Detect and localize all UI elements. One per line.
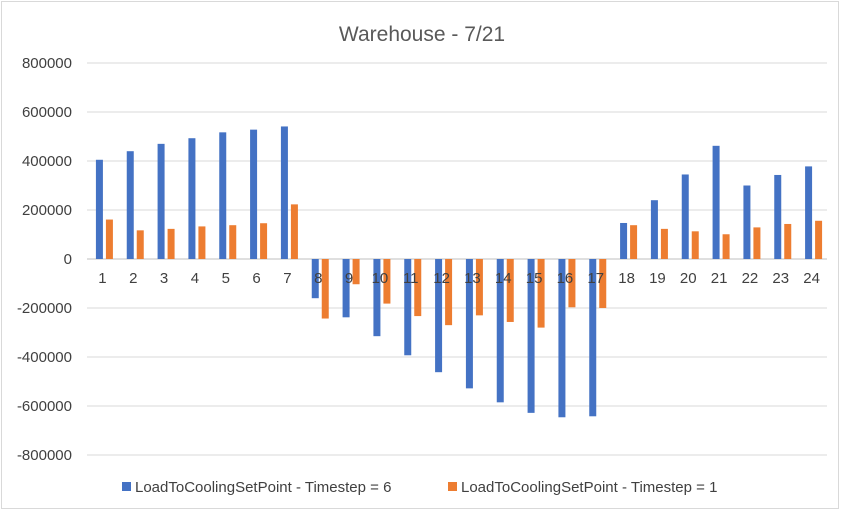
y-axis-ticks: 800000 600000 400000 200000 0 -200000 -400000 -… [17, 55, 72, 464]
bar-series2-12 [445, 259, 453, 326]
bar-series1-8 [311, 259, 319, 299]
bar-series2-18 [630, 225, 638, 259]
bar-series2-24 [815, 220, 823, 259]
y-tick-label: -400000 [17, 349, 72, 366]
bar-series2-6 [260, 223, 268, 259]
bar-series2-10 [383, 259, 391, 304]
x-tick-label: 12 [433, 270, 450, 287]
y-tick-label: 200000 [22, 202, 72, 219]
bar-series2-7 [290, 204, 298, 259]
bar-series2-23 [784, 223, 792, 259]
legend-label: LoadToCoolingSetPoint - Timestep = 6 [135, 479, 391, 496]
x-tick-label: 8 [314, 270, 322, 287]
bar-series1-13 [465, 259, 473, 389]
legend-swatch [448, 482, 457, 491]
bar-series2-22 [753, 227, 761, 259]
x-tick-label: 9 [345, 270, 353, 287]
bar-series2-11 [414, 259, 422, 317]
bar-series1-21 [712, 145, 720, 259]
x-tick-label: 6 [252, 270, 260, 287]
legend-swatch [122, 482, 131, 491]
bar-series2-13 [475, 259, 483, 316]
bar-series2-8 [321, 259, 329, 319]
y-tick-label: 800000 [22, 55, 72, 72]
x-tick-label: 23 [772, 270, 789, 287]
legend-item-2: LoadToCoolingSetPoint - Timestep = 1 [448, 479, 717, 496]
bar-series2-20 [691, 231, 699, 259]
bar-series1-7 [280, 126, 288, 259]
x-tick-label: 22 [742, 270, 759, 287]
bar-series1-11 [404, 259, 412, 356]
x-tick-label: 1 [98, 270, 106, 287]
x-tick-label: 4 [191, 270, 199, 287]
x-tick-label: 10 [372, 270, 389, 287]
x-tick-label: 11 [403, 270, 419, 287]
x-tick-label: 20 [680, 270, 697, 287]
bar-series1-16 [558, 259, 566, 418]
y-tick-label: 400000 [22, 153, 72, 170]
bars [95, 126, 823, 418]
bar-series1-4 [188, 138, 196, 259]
bar-series1-15 [527, 259, 535, 413]
bar-series2-1 [105, 219, 113, 259]
x-tick-label: 24 [803, 270, 820, 287]
bar-series1-1 [95, 159, 103, 259]
bar-series1-19 [650, 200, 658, 259]
legend-item-1: LoadToCoolingSetPoint - Timestep = 6 [122, 479, 391, 496]
x-axis-ticks: 1 2 3 4 5 6 7 8 9 10 11 12 13 14 15 16 17 18 19 20 21 22 23 24 [98, 270, 820, 287]
bar-series2-19 [660, 228, 668, 259]
bar-series2-17 [599, 259, 607, 308]
bar-series2-3 [167, 228, 175, 259]
bar-series1-12 [435, 259, 443, 373]
bar-series1-18 [620, 222, 628, 259]
x-tick-label: 5 [222, 270, 230, 287]
bar-series2-2 [136, 230, 144, 259]
y-tick-label: -800000 [17, 447, 72, 464]
bar-series1-9 [342, 259, 350, 318]
x-tick-label: 21 [711, 270, 728, 287]
gridlines [87, 62, 827, 456]
x-tick-label: 18 [618, 270, 635, 287]
bar-series2-15 [537, 259, 545, 328]
x-tick-label: 17 [587, 270, 604, 287]
y-tick-label: -600000 [17, 398, 72, 415]
x-tick-label: 2 [129, 270, 137, 287]
x-tick-label: 7 [283, 270, 291, 287]
x-tick-label: 16 [557, 270, 574, 287]
bar-series1-20 [681, 174, 689, 259]
bar-series1-10 [373, 259, 381, 337]
bar-series2-16 [568, 259, 576, 308]
y-tick-label: 600000 [22, 104, 72, 121]
bar-series2-9 [352, 259, 360, 285]
bar-series1-23 [774, 174, 782, 259]
y-tick-label: -200000 [17, 300, 72, 317]
y-tick-label: 0 [64, 251, 72, 268]
bar-series1-2 [126, 151, 134, 259]
x-tick-label: 13 [464, 270, 481, 287]
legend: LoadToCoolingSetPoint - Timestep = 6 Load… [122, 479, 717, 496]
x-tick-label: 19 [649, 270, 666, 287]
x-tick-label: 15 [526, 270, 543, 287]
bar-series1-22 [743, 185, 751, 259]
bar-series2-14 [506, 259, 514, 322]
bar-series1-5 [219, 132, 227, 259]
bar-series2-4 [198, 226, 206, 259]
x-tick-label: 14 [495, 270, 512, 287]
bar-series1-3 [157, 143, 165, 259]
bar-series1-24 [805, 166, 813, 259]
bar-series2-21 [722, 234, 730, 259]
bar-series2-5 [229, 225, 237, 259]
chart-title: Warehouse - 7/21 [339, 23, 505, 46]
x-tick-label: 3 [160, 270, 168, 287]
legend-label: LoadToCoolingSetPoint - Timestep = 1 [461, 479, 717, 496]
bar-series1-14 [496, 259, 504, 403]
bar-series1-17 [589, 259, 597, 417]
bar-series1-6 [250, 129, 258, 259]
